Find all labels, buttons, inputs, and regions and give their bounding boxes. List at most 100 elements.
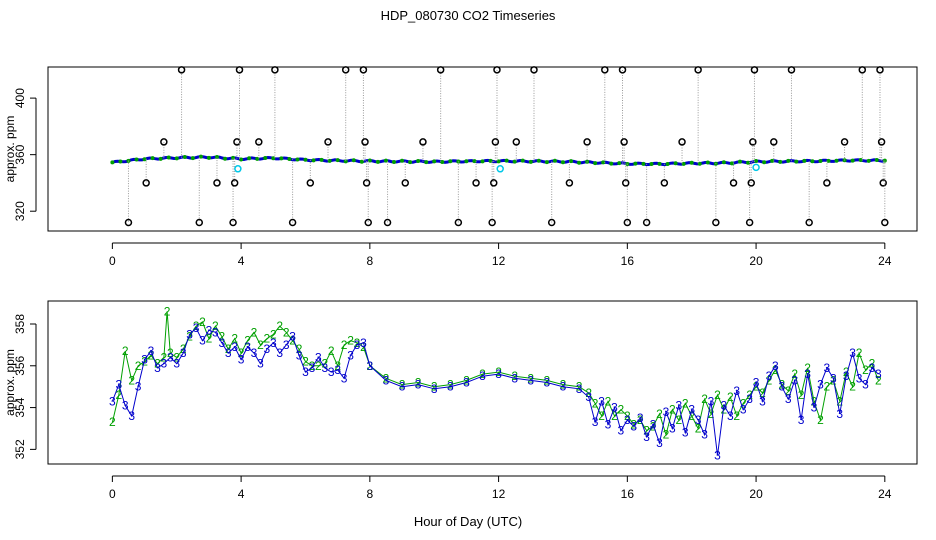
x-axis-label: Hour of Day (UTC) [413,514,523,529]
series-marker-2: 2 [598,409,605,423]
series-marker-3: 3 [624,413,631,427]
baseline-point [544,160,549,165]
figure-title: HDP_080730 CO2 Timeseries [380,8,556,23]
cyan-point [752,163,760,172]
series-marker-3: 3 [199,334,206,348]
spike-point [750,66,759,74]
spike-point [749,138,757,146]
baseline-point [408,160,413,165]
y-axis-label: approx. ppm [3,349,17,416]
baseline-point [134,157,139,162]
series-marker-2: 2 [135,359,142,373]
series-marker-3: 3 [309,361,316,375]
series-marker-3: 3 [836,407,843,421]
series-marker-3: 3 [180,346,187,360]
cyan-point [496,165,504,173]
x-tick-label: 20 [749,254,763,268]
spike-point [877,138,886,146]
cyan-point [234,165,242,173]
baseline-point [818,158,823,163]
baseline-point [665,162,670,167]
baseline-point [206,155,211,160]
spike-point [660,179,669,187]
series-marker-3: 3 [296,348,303,362]
series-marker-2: 2 [161,350,168,364]
x-tick-label: 20 [749,487,763,501]
baseline-point [142,157,147,162]
baseline-point [367,158,372,163]
series-marker-2: 2 [798,388,805,402]
series-marker-3: 3 [109,394,116,408]
series-marker-3: 3 [560,380,567,394]
series-marker-2: 2 [328,344,335,358]
baseline-point [536,158,541,163]
baseline-point [850,158,855,163]
series-marker-2: 2 [447,378,454,392]
spike-point [454,218,463,227]
baseline-point [343,159,348,164]
spike-point [712,218,720,227]
series-marker-3: 3 [173,357,180,371]
series-marker-3: 3 [135,380,142,394]
series-marker-3: 3 [231,340,238,354]
series-marker-2: 2 [479,367,486,381]
series-marker-3: 3 [804,367,811,381]
baseline-point [158,156,163,161]
y-axis-label: approx. ppm [3,116,17,183]
baseline-point [810,159,815,164]
spike-point [805,218,813,227]
series-marker-3: 3 [778,380,785,394]
series-marker-3: 3 [328,365,335,379]
spike-point [876,66,884,74]
baseline-point [182,154,187,159]
series-marker-2: 2 [663,428,670,442]
x-tick-label: 4 [238,254,245,268]
series-marker-2: 2 [199,315,206,329]
series-marker-2: 2 [270,327,277,341]
spike-point [230,179,239,187]
baseline-point [391,160,396,165]
baseline-point [239,157,244,162]
series-marker-2: 2 [383,371,390,385]
series-marker-2: 2 [238,346,245,360]
spike-point [142,179,150,187]
series-marker-3: 3 [772,359,779,373]
series-marker-3: 3 [798,413,805,427]
series-marker-2: 2 [688,409,695,423]
series-marker-3: 3 [122,398,129,412]
series-marker-3: 3 [218,336,225,350]
series-marker-2: 2 [714,388,721,402]
baseline-point [400,158,405,163]
series-marker-3: 3 [415,378,422,392]
baseline-point [754,159,759,164]
series-marker-2: 2 [759,386,766,400]
series-marker-2: 2 [193,319,200,333]
baseline-point [866,158,871,163]
series-marker-3: 3 [721,398,728,412]
series-marker-3: 3 [238,353,245,367]
spike-point [623,218,632,227]
series-marker-2: 2 [289,334,296,348]
spike-point [881,218,889,227]
series-marker-2: 2 [856,346,863,360]
series-marker-3: 3 [161,357,168,371]
series-marker-3: 3 [302,365,309,379]
baseline-point [150,156,155,161]
spike-point [177,66,186,74]
spike-point [359,66,368,74]
spike-point [288,218,297,227]
spike-point [472,179,480,187]
spike-point [364,218,372,227]
baseline-point [295,157,300,162]
spike-point [770,138,778,146]
series-marker-3: 3 [264,342,271,356]
x-tick-label: 24 [878,254,892,268]
series-marker-3: 3 [315,350,322,364]
y-tick-label: 360 [13,144,27,164]
series-marker-3: 3 [695,413,702,427]
y-tick-label: 352 [13,439,27,459]
series-marker-3: 3 [843,369,850,383]
series-marker-3: 3 [212,325,219,339]
baseline-point [512,159,517,164]
series-marker-3: 3 [785,392,792,406]
